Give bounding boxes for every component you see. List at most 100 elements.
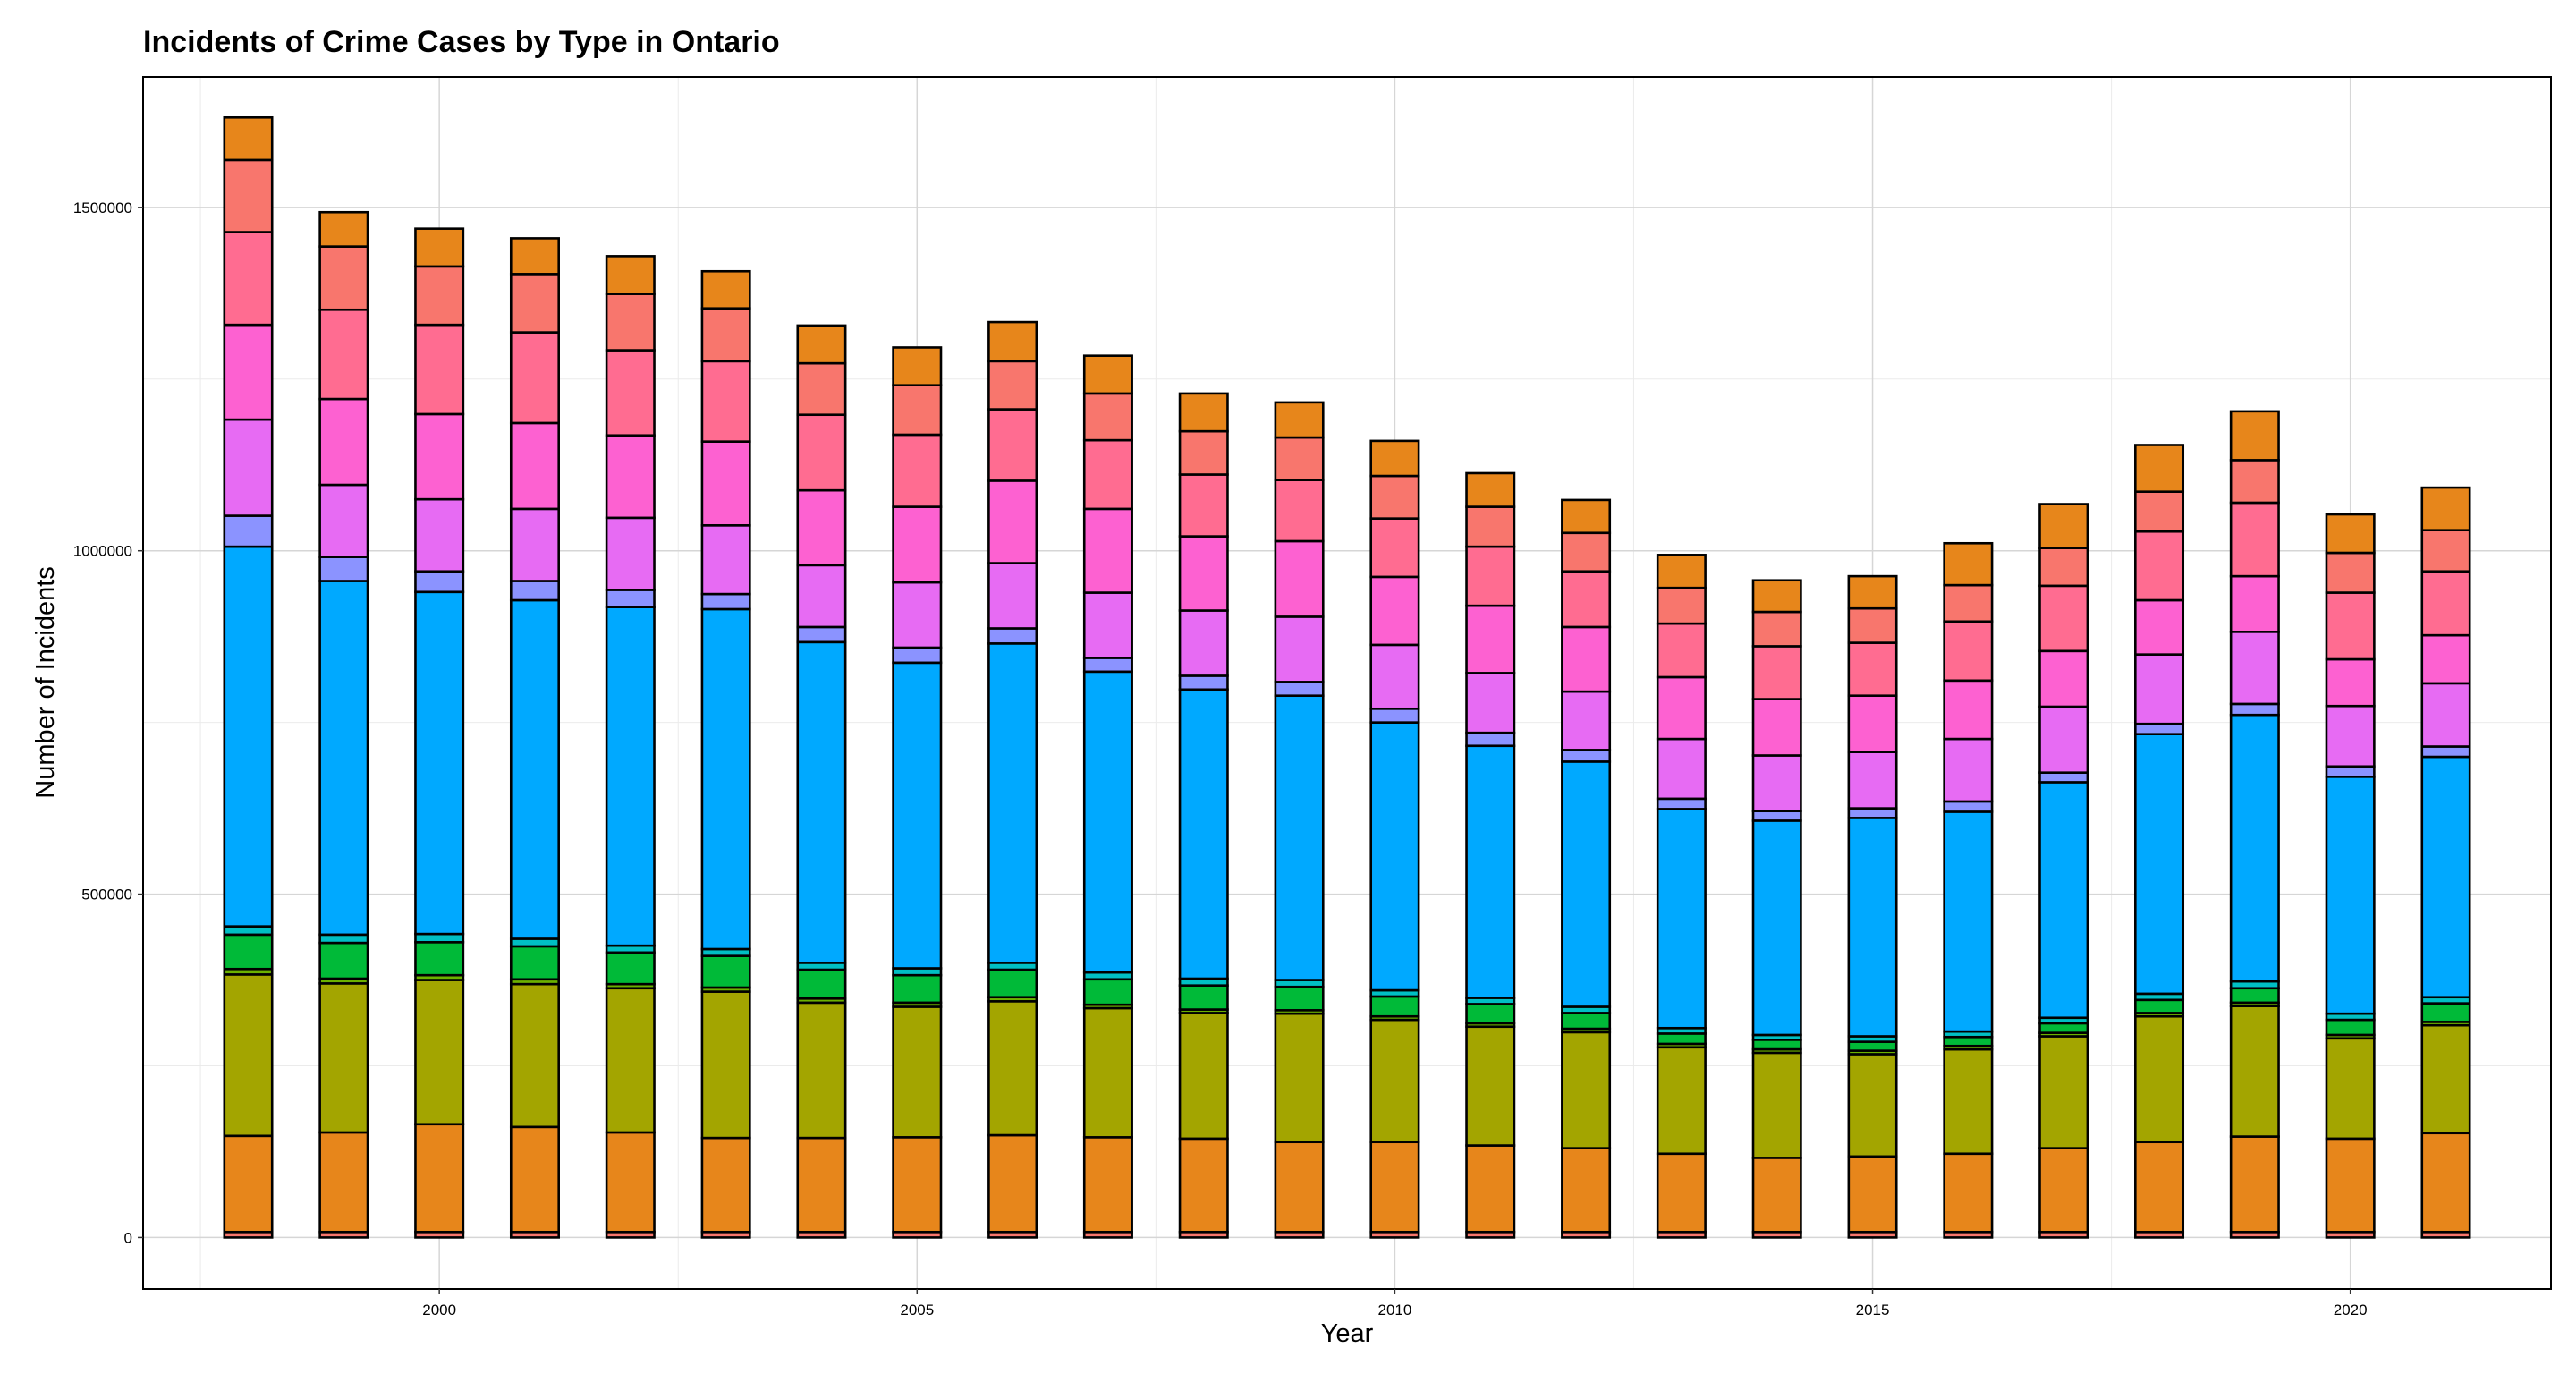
bar-segment	[2325, 765, 2376, 778]
bar-segment	[414, 932, 465, 944]
bar-segment	[1656, 1152, 1707, 1234]
bar-stack	[987, 320, 1038, 1239]
bar-segment	[414, 570, 465, 594]
bar-segment	[1751, 819, 1802, 1037]
bar-segment	[1561, 690, 1612, 751]
bar-stack	[700, 269, 751, 1239]
bar-segment	[605, 516, 656, 591]
bar-segment	[987, 408, 1038, 482]
bar-segment	[318, 982, 369, 1134]
bar-segment	[1751, 610, 1802, 648]
bar-segment	[2325, 1037, 2376, 1141]
bar-stack	[796, 324, 847, 1239]
bar-segment	[1082, 591, 1133, 659]
bar-segment	[1561, 1030, 1612, 1149]
bar-segment	[1369, 995, 1420, 1018]
bar-segment	[1274, 694, 1325, 981]
bar-segment	[796, 640, 847, 964]
bar-segment	[605, 606, 656, 947]
bar-segment	[223, 545, 274, 928]
bar-segment	[1369, 643, 1420, 710]
bar-segment	[1369, 1141, 1420, 1234]
bar-segment	[2229, 713, 2280, 983]
bar-segment	[1943, 583, 1994, 623]
bar-segment	[1751, 579, 1802, 614]
bar-segment	[1847, 574, 1898, 610]
bar-segment	[987, 968, 1038, 999]
bar-segment	[1178, 535, 1229, 612]
bar-segment	[1656, 622, 1707, 679]
bar-segment	[1369, 1018, 1420, 1144]
bar-segment	[1082, 438, 1133, 511]
bar-segment	[318, 245, 369, 311]
bar-segment	[892, 661, 943, 970]
bar-segment	[1465, 471, 1516, 508]
bar-segment	[700, 954, 751, 989]
bar-segment	[2229, 410, 2280, 462]
bar-segment	[318, 1131, 369, 1234]
bar-stack	[1369, 439, 1420, 1239]
bar-stack	[1561, 498, 1612, 1239]
axes: 0 500000 1000000 1500000 2000 2005 2010 2015 202…	[73, 199, 2368, 1319]
bar-segment	[1369, 439, 1420, 478]
bar-segment	[2229, 1005, 2280, 1138]
bar-stack	[2134, 444, 2185, 1239]
plot-panel-border	[142, 76, 2552, 1290]
bar-segment	[1369, 575, 1420, 647]
bar-segment	[2038, 705, 2089, 774]
bar-segment	[223, 158, 274, 233]
bar-segment	[892, 646, 943, 665]
bar-segment	[605, 987, 656, 1134]
bar-stack	[318, 210, 369, 1239]
bar-stack	[2038, 503, 2089, 1239]
bar-segment	[2420, 1002, 2471, 1023]
bar-segment	[1561, 498, 1612, 535]
y-tick-label: 0	[124, 1229, 132, 1246]
bar-stack	[509, 237, 560, 1239]
bar-stack	[414, 227, 465, 1239]
bar-segment	[700, 307, 751, 363]
bar-segment	[2038, 781, 2089, 1020]
bar-segment	[1656, 586, 1707, 625]
x-tick-label: 2005	[900, 1302, 934, 1319]
bar-segment	[700, 1136, 751, 1234]
x-axis-title: Year	[1321, 1319, 1374, 1348]
bar-segment	[414, 265, 465, 327]
bar-segment	[1465, 604, 1516, 674]
bar-segment	[509, 982, 560, 1129]
x-tick-label: 2020	[2334, 1302, 2368, 1319]
bar-segment	[1082, 507, 1133, 594]
bar-segment	[2038, 771, 2089, 784]
bar-segment	[605, 434, 656, 520]
bar-segment	[1847, 1040, 1898, 1052]
bar-segment	[509, 507, 560, 582]
bar-segment	[1847, 694, 1898, 753]
bar-segment	[2229, 459, 2280, 505]
bar-segment	[2134, 530, 2185, 602]
bar-segment	[414, 412, 465, 501]
x-tick-label: 2015	[1856, 1302, 1890, 1319]
bar-segment	[1751, 754, 1802, 812]
bar-segment	[414, 941, 465, 977]
bar-segment	[2229, 574, 2280, 633]
bar-segment	[2420, 1023, 2471, 1135]
bar-segment	[892, 505, 943, 584]
bar-segment	[2229, 501, 2280, 578]
bar-segment	[2134, 1014, 2185, 1144]
bar-segment	[1943, 1152, 1994, 1234]
bar-segment	[1656, 554, 1707, 589]
bar-segment	[2325, 1137, 2376, 1234]
y-axis-title: Number of Incidents	[31, 566, 60, 799]
y-tick-label: 500000	[81, 886, 132, 903]
bar-segment	[2134, 598, 2185, 656]
bar-segment	[318, 397, 369, 487]
bar-segment	[987, 360, 1038, 411]
bar-segment	[1656, 1046, 1707, 1156]
bar-segment	[223, 925, 274, 937]
bar-stack	[1274, 401, 1325, 1239]
bar-segment	[1178, 392, 1229, 433]
bar-segment	[1751, 698, 1802, 757]
bar-segment	[1369, 517, 1420, 579]
bar-segment	[1274, 539, 1325, 618]
